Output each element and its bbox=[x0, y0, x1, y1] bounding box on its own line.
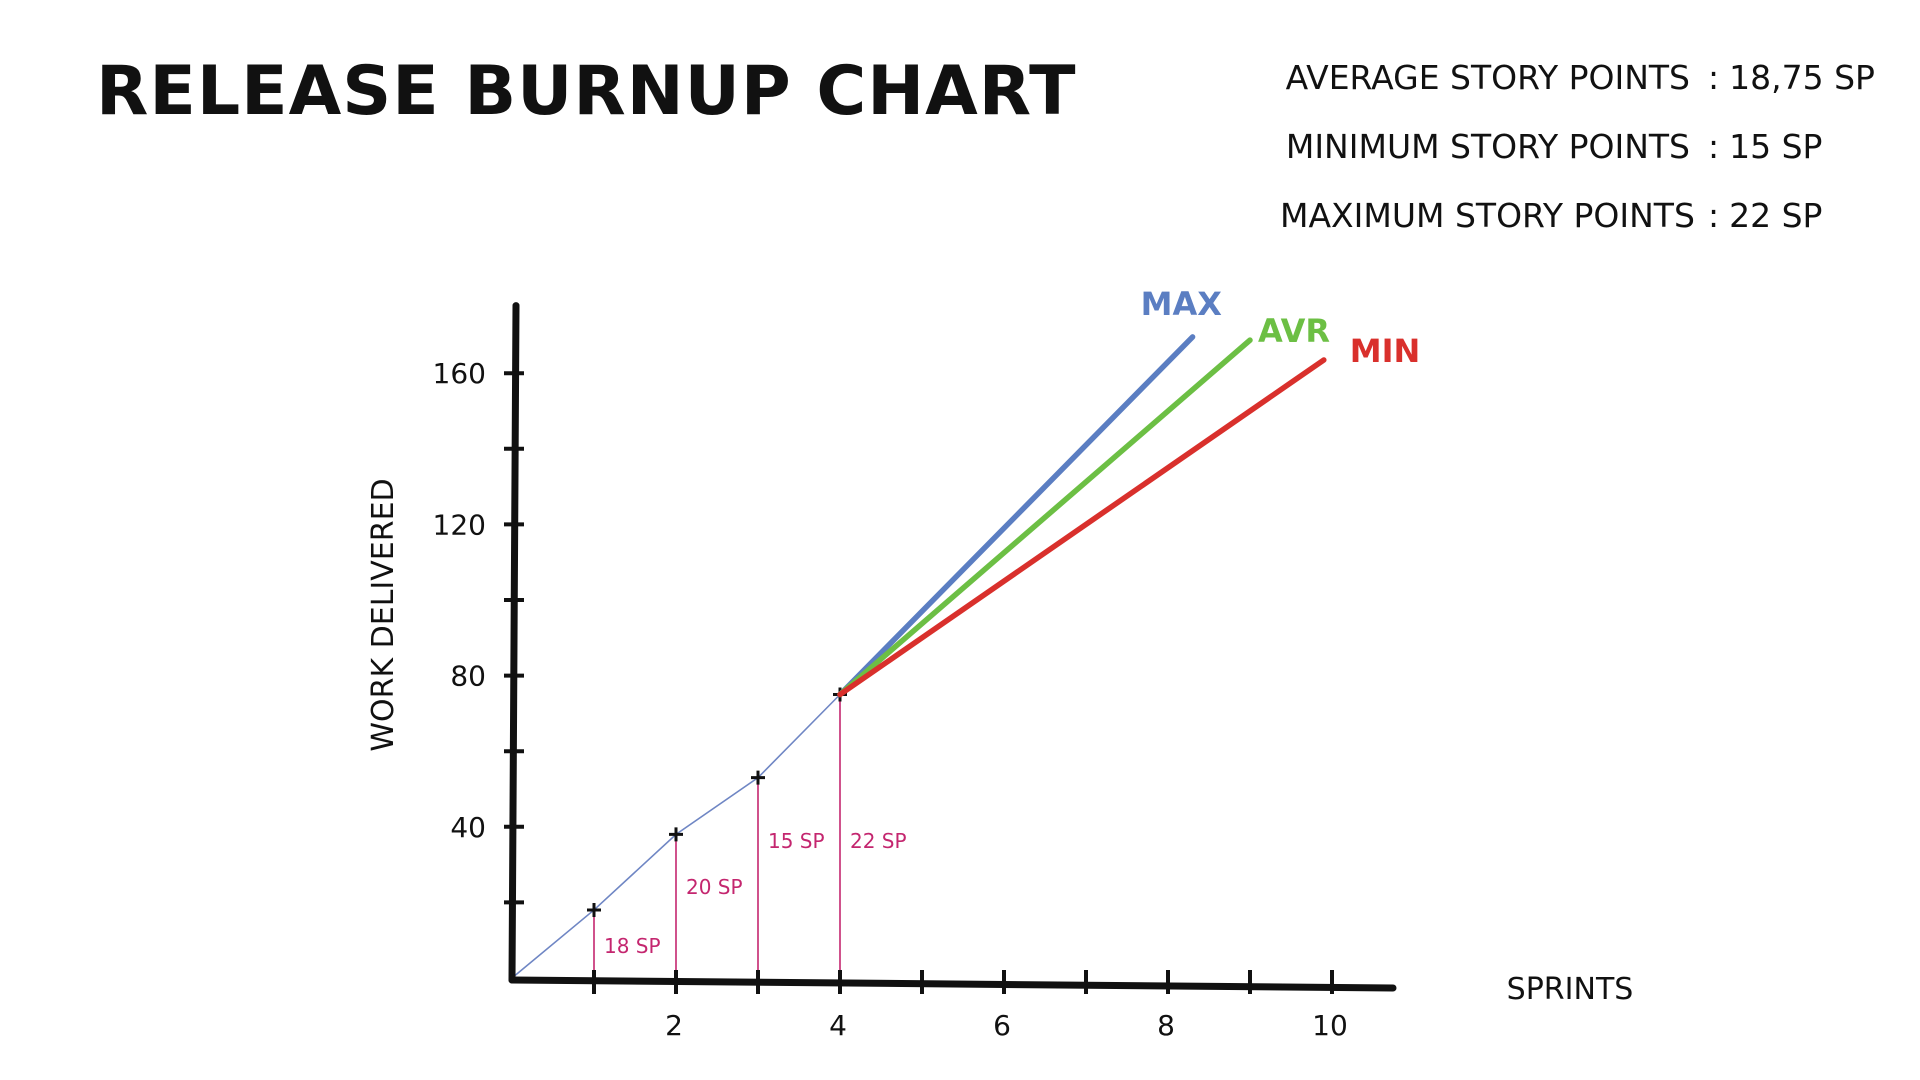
stat-value: 22 SP bbox=[1729, 196, 1823, 235]
x-tick-label: 10 bbox=[1312, 1009, 1348, 1042]
stat-separator: : bbox=[1708, 127, 1720, 166]
x-tick-label: 4 bbox=[829, 1009, 847, 1042]
stat-average: AVERAGE STORY POINTS : 18,75 SP bbox=[1280, 58, 1900, 127]
stat-label: AVERAGE STORY POINTS bbox=[1285, 58, 1690, 97]
stat-separator: : bbox=[1708, 58, 1720, 97]
data-point bbox=[751, 770, 765, 785]
y-tick-label: 40 bbox=[450, 811, 486, 844]
sprint-points-label: 22 SP bbox=[850, 829, 907, 853]
projection-label-min: MIN bbox=[1350, 332, 1421, 370]
y-tick-label: 80 bbox=[450, 660, 486, 693]
x-tick-label: 2 bbox=[665, 1009, 683, 1042]
stat-maximum: MAXIMUM STORY POINTS : 22 SP bbox=[1280, 196, 1900, 265]
y-axis bbox=[508, 302, 520, 984]
chart-title: RELEASE BURNUP CHART bbox=[96, 52, 1077, 131]
projection-label-avr: AVR bbox=[1258, 312, 1330, 350]
y-axis-title: WORK DELIVERED bbox=[366, 478, 401, 751]
x-tick-label: 8 bbox=[1157, 1009, 1175, 1042]
stat-label: MINIMUM STORY POINTS bbox=[1285, 127, 1690, 166]
y-tick-label: 120 bbox=[433, 508, 486, 541]
data-point bbox=[587, 902, 601, 917]
sprint-points-label: 15 SP bbox=[768, 829, 825, 853]
stat-value: 18,75 SP bbox=[1729, 58, 1875, 97]
projection-line-avr bbox=[837, 337, 1253, 698]
y-tick-label: 160 bbox=[433, 357, 486, 390]
stat-minimum: MINIMUM STORY POINTS : 15 SP bbox=[1280, 127, 1900, 196]
x-axis-title: SPRINTS bbox=[1507, 972, 1634, 1007]
projection-line-min bbox=[837, 357, 1327, 698]
x-tick-label: 6 bbox=[993, 1009, 1011, 1042]
data-point bbox=[669, 827, 683, 842]
projection-label-max: MAX bbox=[1141, 285, 1223, 323]
stat-separator: : bbox=[1708, 196, 1720, 235]
stat-value: 15 SP bbox=[1729, 127, 1823, 166]
projection-line-max bbox=[837, 334, 1196, 698]
sprint-points-label: 20 SP bbox=[686, 875, 743, 899]
stat-label: MAXIMUM STORY POINTS bbox=[1280, 196, 1695, 235]
x-axis bbox=[508, 976, 1397, 992]
stats-panel: AVERAGE STORY POINTS : 18,75 SP MINIMUM … bbox=[1280, 58, 1900, 265]
sprint-points-label: 18 SP bbox=[604, 934, 661, 958]
